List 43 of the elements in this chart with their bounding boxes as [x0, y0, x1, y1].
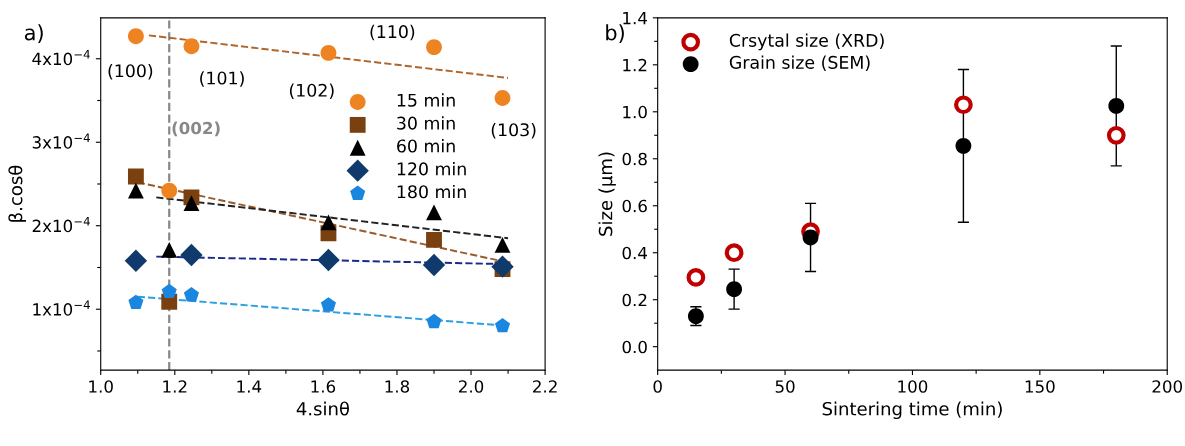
- y-tick-label: 1x10$^{−4}$: [33, 300, 90, 316]
- x-tick-label: 200: [1152, 380, 1183, 393]
- legend-label: 180 min: [397, 184, 466, 199]
- y-tick-label: 0.2: [622, 293, 647, 307]
- y-tick-label: 0.6: [622, 199, 647, 213]
- y-tick-label: 4x10$^{−4}$: [32, 50, 90, 66]
- legend-label: 60 min: [397, 139, 455, 153]
- y-tick-label: 3x10$^{−4}$: [32, 133, 90, 149]
- annotation: (103): [491, 122, 536, 139]
- y-tick-label: 1.4: [623, 12, 648, 25]
- y-tick-label: 0.0: [622, 340, 647, 354]
- y-axis-title: β.cosθ: [8, 165, 26, 222]
- annotation: (101): [200, 71, 244, 87]
- x-tick-label: 2.0: [459, 380, 484, 393]
- x-axis-title: 4.sinθ: [296, 401, 349, 416]
- annotation: (102): [289, 83, 334, 99]
- x-tick-label: 100: [898, 380, 928, 393]
- y-tick-label: 1.0: [623, 105, 647, 119]
- x-tick-label: 1.4: [237, 380, 262, 393]
- y-tick-label: 0.4: [622, 246, 648, 260]
- x-tick-label: 50: [775, 380, 795, 393]
- legend-label: Crsytal size (XRD): [729, 33, 884, 51]
- legend-label: 15 min: [397, 93, 455, 107]
- text: a): [24, 24, 43, 43]
- x-tick-label: 1.2: [163, 380, 187, 393]
- x-tick-label: 1.0: [89, 380, 113, 393]
- legend-label: 30 min: [397, 116, 455, 130]
- x-tick-label: 1.6: [311, 380, 336, 393]
- x-tick-label: 150: [1025, 380, 1055, 393]
- legend-label: 120 min: [397, 162, 466, 176]
- y-axis-title: Size (µm): [598, 152, 616, 236]
- x-tick-label: 2.2: [533, 380, 557, 393]
- legend-label: Grain size (SEM): [729, 55, 870, 71]
- x-axis-title: Sintering time (min): [822, 401, 1002, 420]
- y-tick-label: 0.8: [622, 152, 647, 166]
- annotation: (002): [172, 121, 220, 137]
- y-tick-label: 1.2: [623, 58, 647, 72]
- annotation: (100): [108, 63, 153, 80]
- x-tick-label: 0: [653, 380, 662, 393]
- text: b): [606, 24, 624, 43]
- y-tick-label: 2x10$^{−4}$: [32, 217, 90, 233]
- annotation: (110): [370, 24, 415, 41]
- x-tick-label: 1.8: [385, 380, 410, 393]
